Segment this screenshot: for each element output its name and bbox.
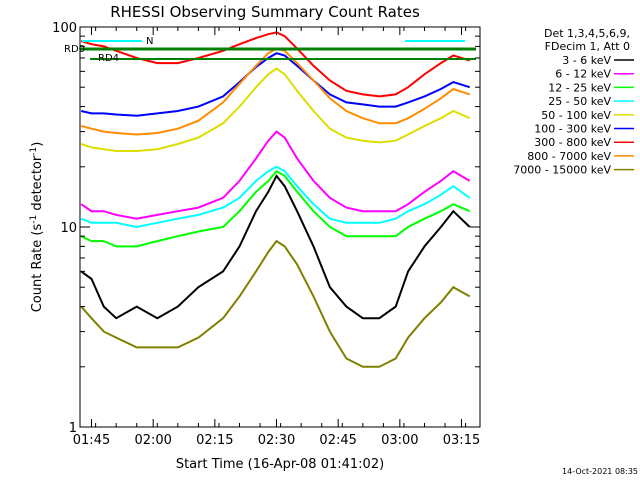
series-line-0 [80,174,471,320]
x-tick-label-0: 01:45 [73,433,110,448]
legend-entry-1: 6 - 12 keV [555,68,611,81]
series-line-1 [80,130,471,220]
flag-label-n: N [146,36,153,47]
x-tick-label-4: 02:45 [319,433,356,448]
series-line-8 [80,239,471,368]
legend-entry-4: 50 - 100 keV [541,109,611,122]
legend-entry-5: 100 - 300 keV [534,123,611,136]
y-axis: 1 10 100 [52,21,480,436]
x-tick-label-1: 02:00 [134,433,171,448]
series-layer [80,31,471,368]
legend-entry-6: 300 - 800 keV [534,136,611,149]
legend-entry-3: 25 - 50 keV [548,95,611,108]
x-axis: 01:45 02:00 02:15 02:30 02:45 03:00 03:15 [73,27,480,448]
x-tick-label-5: 03:00 [381,433,418,448]
flag-label-rd0: RD0 [64,44,85,55]
series-line-3 [80,165,471,229]
series-line-5 [80,52,470,117]
flag-label-rd4: RD4 [98,53,119,64]
y-tick-label-2: 100 [52,21,77,36]
legend-entry-7: 800 - 7000 keV [527,150,611,163]
y-tick-label-1: 10 [60,221,77,236]
y-tick-label-0: 1 [69,421,77,436]
legend-header-line-2: FDecim 1, Att 0 [545,40,630,53]
legend-header-line-1: Det 1,3,4,5,6,9, [544,27,630,40]
series-line-4 [80,67,471,152]
plot-area: RD0 RD4 N [64,26,481,428]
series-line-2 [80,169,471,248]
x-axis-label: Start Time (16-Apr-08 01:41:02) [176,457,384,472]
chart-title: RHESSI Observing Summary Count Rates [110,3,420,21]
legend-entry-2: 12 - 25 keV [548,81,611,94]
timestamp: 14-Oct-2021 08:35 [562,467,638,476]
flag-layer: RD0 RD4 N [64,36,476,64]
legend-entry-8: 7000 - 15000 keV [513,164,611,177]
legend-entry-0: 3 - 6 keV [562,54,611,67]
x-tick-label-2: 02:15 [196,433,233,448]
y-axis-label: Count Rate (s-1 detector-1) [29,142,45,313]
x-tick-label-3: 02:30 [258,433,295,448]
x-tick-label-6: 03:15 [443,433,480,448]
